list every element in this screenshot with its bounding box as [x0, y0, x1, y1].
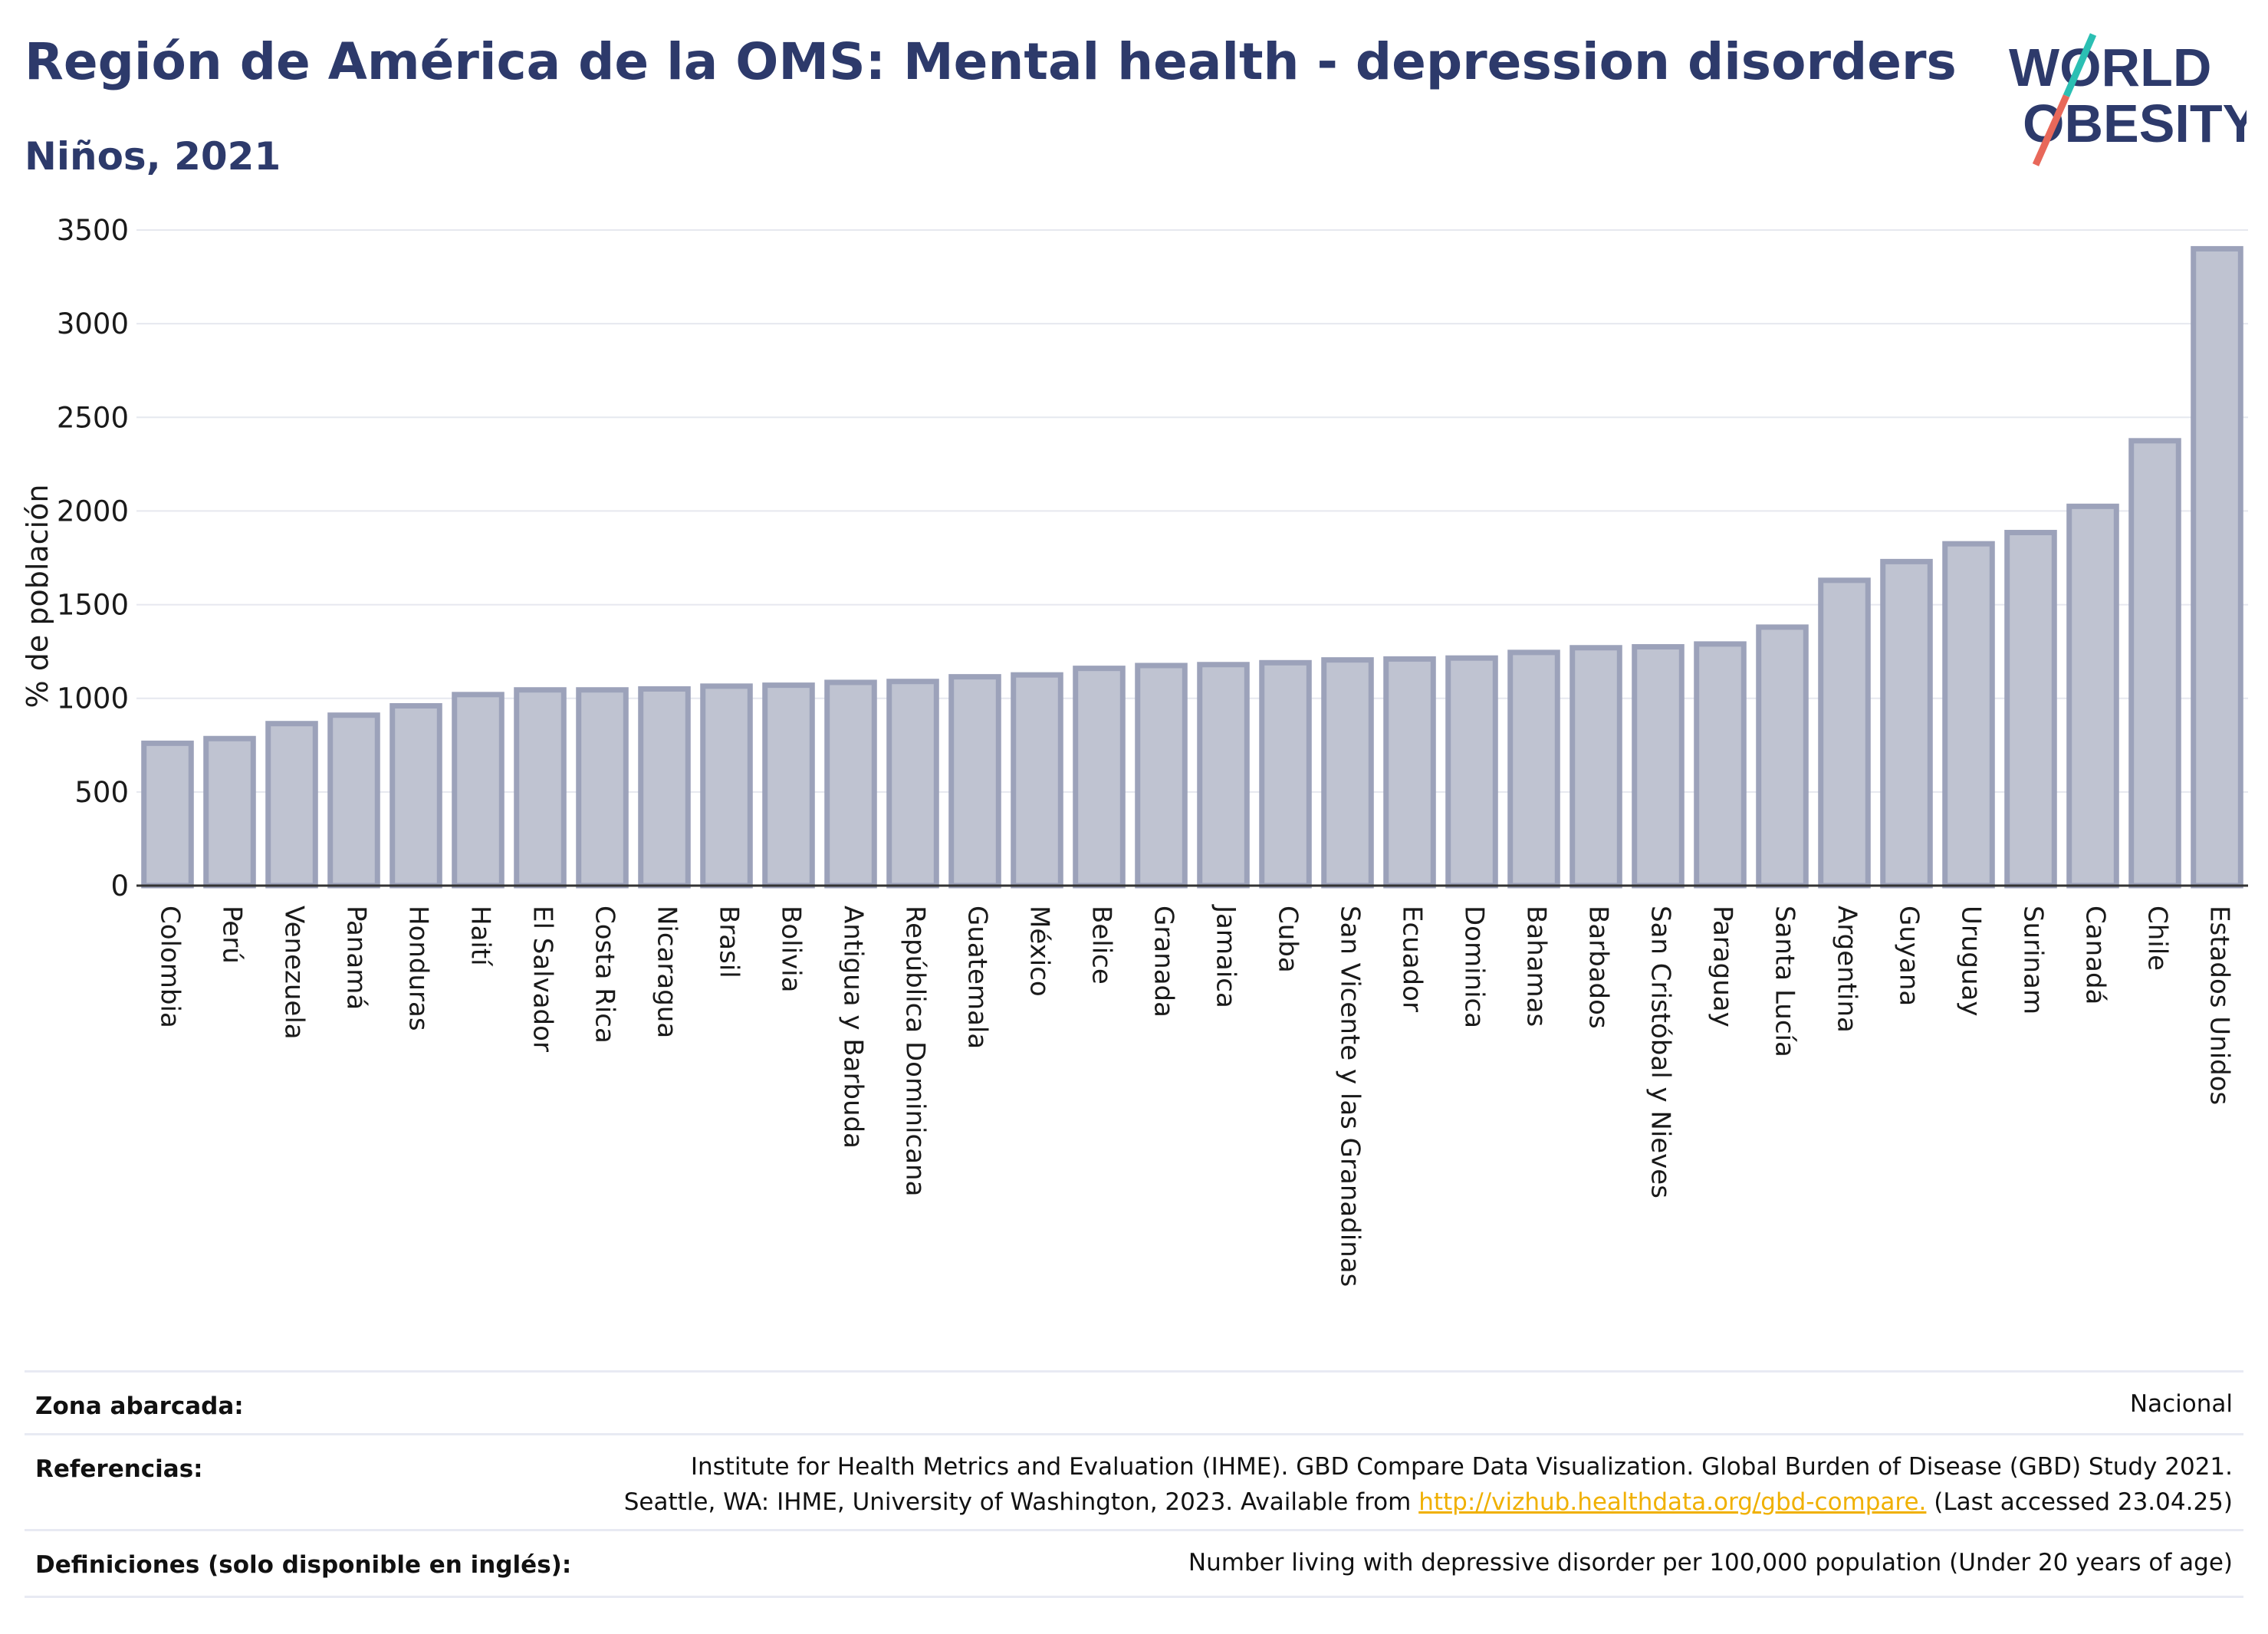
x-tick-label: Haití	[465, 906, 496, 967]
x-tick-label: Canadá	[2080, 906, 2111, 1004]
footer-row-definiciones: Definiciones (solo disponible en inglés)…	[25, 1529, 2243, 1598]
x-tick-label: Cuba	[1273, 906, 1303, 973]
x-tick-label: Guatemala	[962, 906, 993, 1049]
x-tick-label: Bahamas	[1521, 906, 1552, 1027]
x-tick-label: Antigua y Barbuda	[838, 906, 869, 1149]
x-tick-label: Ecuador	[1397, 906, 1428, 1012]
x-tick-label: Perú	[217, 906, 248, 964]
bar	[762, 682, 815, 889]
chart-subtitle: Niños, 2021	[25, 134, 281, 179]
x-tick-label: Costa Rica	[590, 906, 620, 1044]
bar	[1383, 656, 1436, 889]
x-tick-label: Santa Lucía	[1770, 906, 1800, 1057]
bar	[2066, 503, 2119, 889]
y-tick-label: 1500	[57, 589, 129, 622]
bar	[514, 687, 567, 889]
bar	[1880, 558, 1933, 889]
x-tick-label: Granada	[1149, 906, 1179, 1018]
x-tick-label: Chile	[2142, 906, 2173, 971]
x-tick-label: Colombia	[155, 906, 186, 1028]
y-tick-label: 2000	[57, 495, 129, 528]
footer-label-definiciones: Definiciones (solo disponible en inglés)…	[35, 1551, 572, 1579]
bar	[1756, 624, 1809, 889]
x-tick-label: Guyana	[1894, 906, 1925, 1006]
y-tick-label: 3500	[57, 214, 129, 247]
bar	[948, 674, 1001, 889]
bar	[824, 679, 877, 889]
x-tick-labels: Colombia Perú Venezuela Panamá Honduras Haití…	[155, 904, 2235, 1287]
bar	[1259, 659, 1312, 889]
x-tick-label: Surinam	[2018, 906, 2049, 1014]
logo-accent-coral	[2032, 94, 2070, 166]
bar	[1694, 641, 1747, 889]
x-tick-label: Belice	[1086, 906, 1117, 985]
footer-label-zona: Zona abarcada:	[35, 1392, 244, 1420]
footer-reference-line1: Institute for Health Metrics and Evaluat…	[690, 1453, 2233, 1481]
x-tick-label: Dominica	[1459, 906, 1490, 1028]
bar	[1321, 657, 1374, 889]
bar	[576, 687, 629, 889]
x-tick-label: Barbados	[1583, 906, 1614, 1029]
x-tick-label: República Dominicana	[900, 906, 931, 1196]
bar	[2004, 530, 2057, 889]
x-tick-label: San Cristóbal y Nieves	[1645, 906, 1676, 1198]
bar	[1632, 644, 1685, 889]
bar	[141, 740, 194, 889]
bar	[638, 686, 691, 889]
y-tick-label: 1000	[57, 682, 129, 715]
x-tick-label: Panamá	[341, 906, 372, 1010]
footer-reference-line2: Seattle, WA: IHME, University of Washing…	[623, 1488, 2233, 1516]
reference-link[interactable]: http://vizhub.healthdata.org/gbd-compare…	[1418, 1488, 1927, 1516]
bar	[2128, 438, 2181, 889]
bar	[327, 712, 380, 889]
bar	[1011, 672, 1063, 889]
bar	[203, 735, 256, 889]
x-tick-label: Bolivia	[776, 906, 807, 992]
x-tick-label: El Salvador	[528, 906, 558, 1052]
bar	[2191, 245, 2243, 889]
y-tick-labels: 0 500 1000 1500 2000 2500 3000 3500	[57, 214, 129, 902]
bar	[1445, 655, 1498, 889]
bar	[1135, 662, 1188, 889]
x-tick-label: México	[1024, 906, 1055, 997]
bar	[700, 683, 753, 889]
world-obesity-logo: WORLD OBESITY	[2009, 33, 2247, 166]
bar	[1942, 541, 1995, 889]
y-axis-label: % de población	[21, 485, 54, 709]
bar	[1197, 662, 1250, 889]
y-tick-label: 0	[110, 870, 129, 902]
bar	[390, 702, 442, 889]
chart-title: Región de América de la OMS: Mental heal…	[25, 32, 1957, 91]
bar	[265, 721, 318, 889]
bar	[886, 679, 939, 889]
bar-chart: 0 500 1000 1500 2000 2500 3000 3500 Colombia Per…	[21, 214, 2248, 1287]
logo-line1: WORLD	[2009, 38, 2211, 97]
footer-row-zona: Zona abarcada: Nacional	[25, 1370, 2243, 1435]
x-tick-label: Nicaragua	[652, 906, 682, 1038]
bars	[141, 245, 2243, 889]
x-tick-label: Honduras	[403, 906, 434, 1031]
y-tick-label: 3000	[57, 307, 129, 340]
logo-accent-teal	[2063, 33, 2097, 97]
x-tick-label: Brasil	[714, 906, 744, 978]
x-tick-label: Paraguay	[1708, 906, 1738, 1027]
bar	[1570, 645, 1622, 889]
x-tick-label: Jamaica	[1211, 904, 1241, 1008]
y-tick-label: 2500	[57, 401, 129, 434]
bar	[452, 692, 505, 889]
x-tick-label: Venezuela	[279, 906, 310, 1040]
bar	[1073, 666, 1126, 889]
x-tick-label: San Vicente y las Granadinas	[1335, 906, 1366, 1287]
footer-row-referencias: Referencias: Institute for Health Metric…	[25, 1433, 2243, 1531]
footer-label-referencias: Referencias:	[35, 1455, 203, 1483]
x-tick-label: Estados Unidos	[2204, 906, 2235, 1105]
y-tick-label: 500	[74, 776, 129, 809]
x-tick-label: Uruguay	[1956, 906, 1987, 1017]
x-tick-label: Argentina	[1832, 906, 1862, 1033]
footer-value-zona: Nacional	[2129, 1390, 2233, 1418]
bar	[1507, 649, 1560, 889]
bar	[1818, 577, 1871, 889]
footer-value-definiciones: Number living with depressive disorder p…	[1188, 1549, 2233, 1576]
